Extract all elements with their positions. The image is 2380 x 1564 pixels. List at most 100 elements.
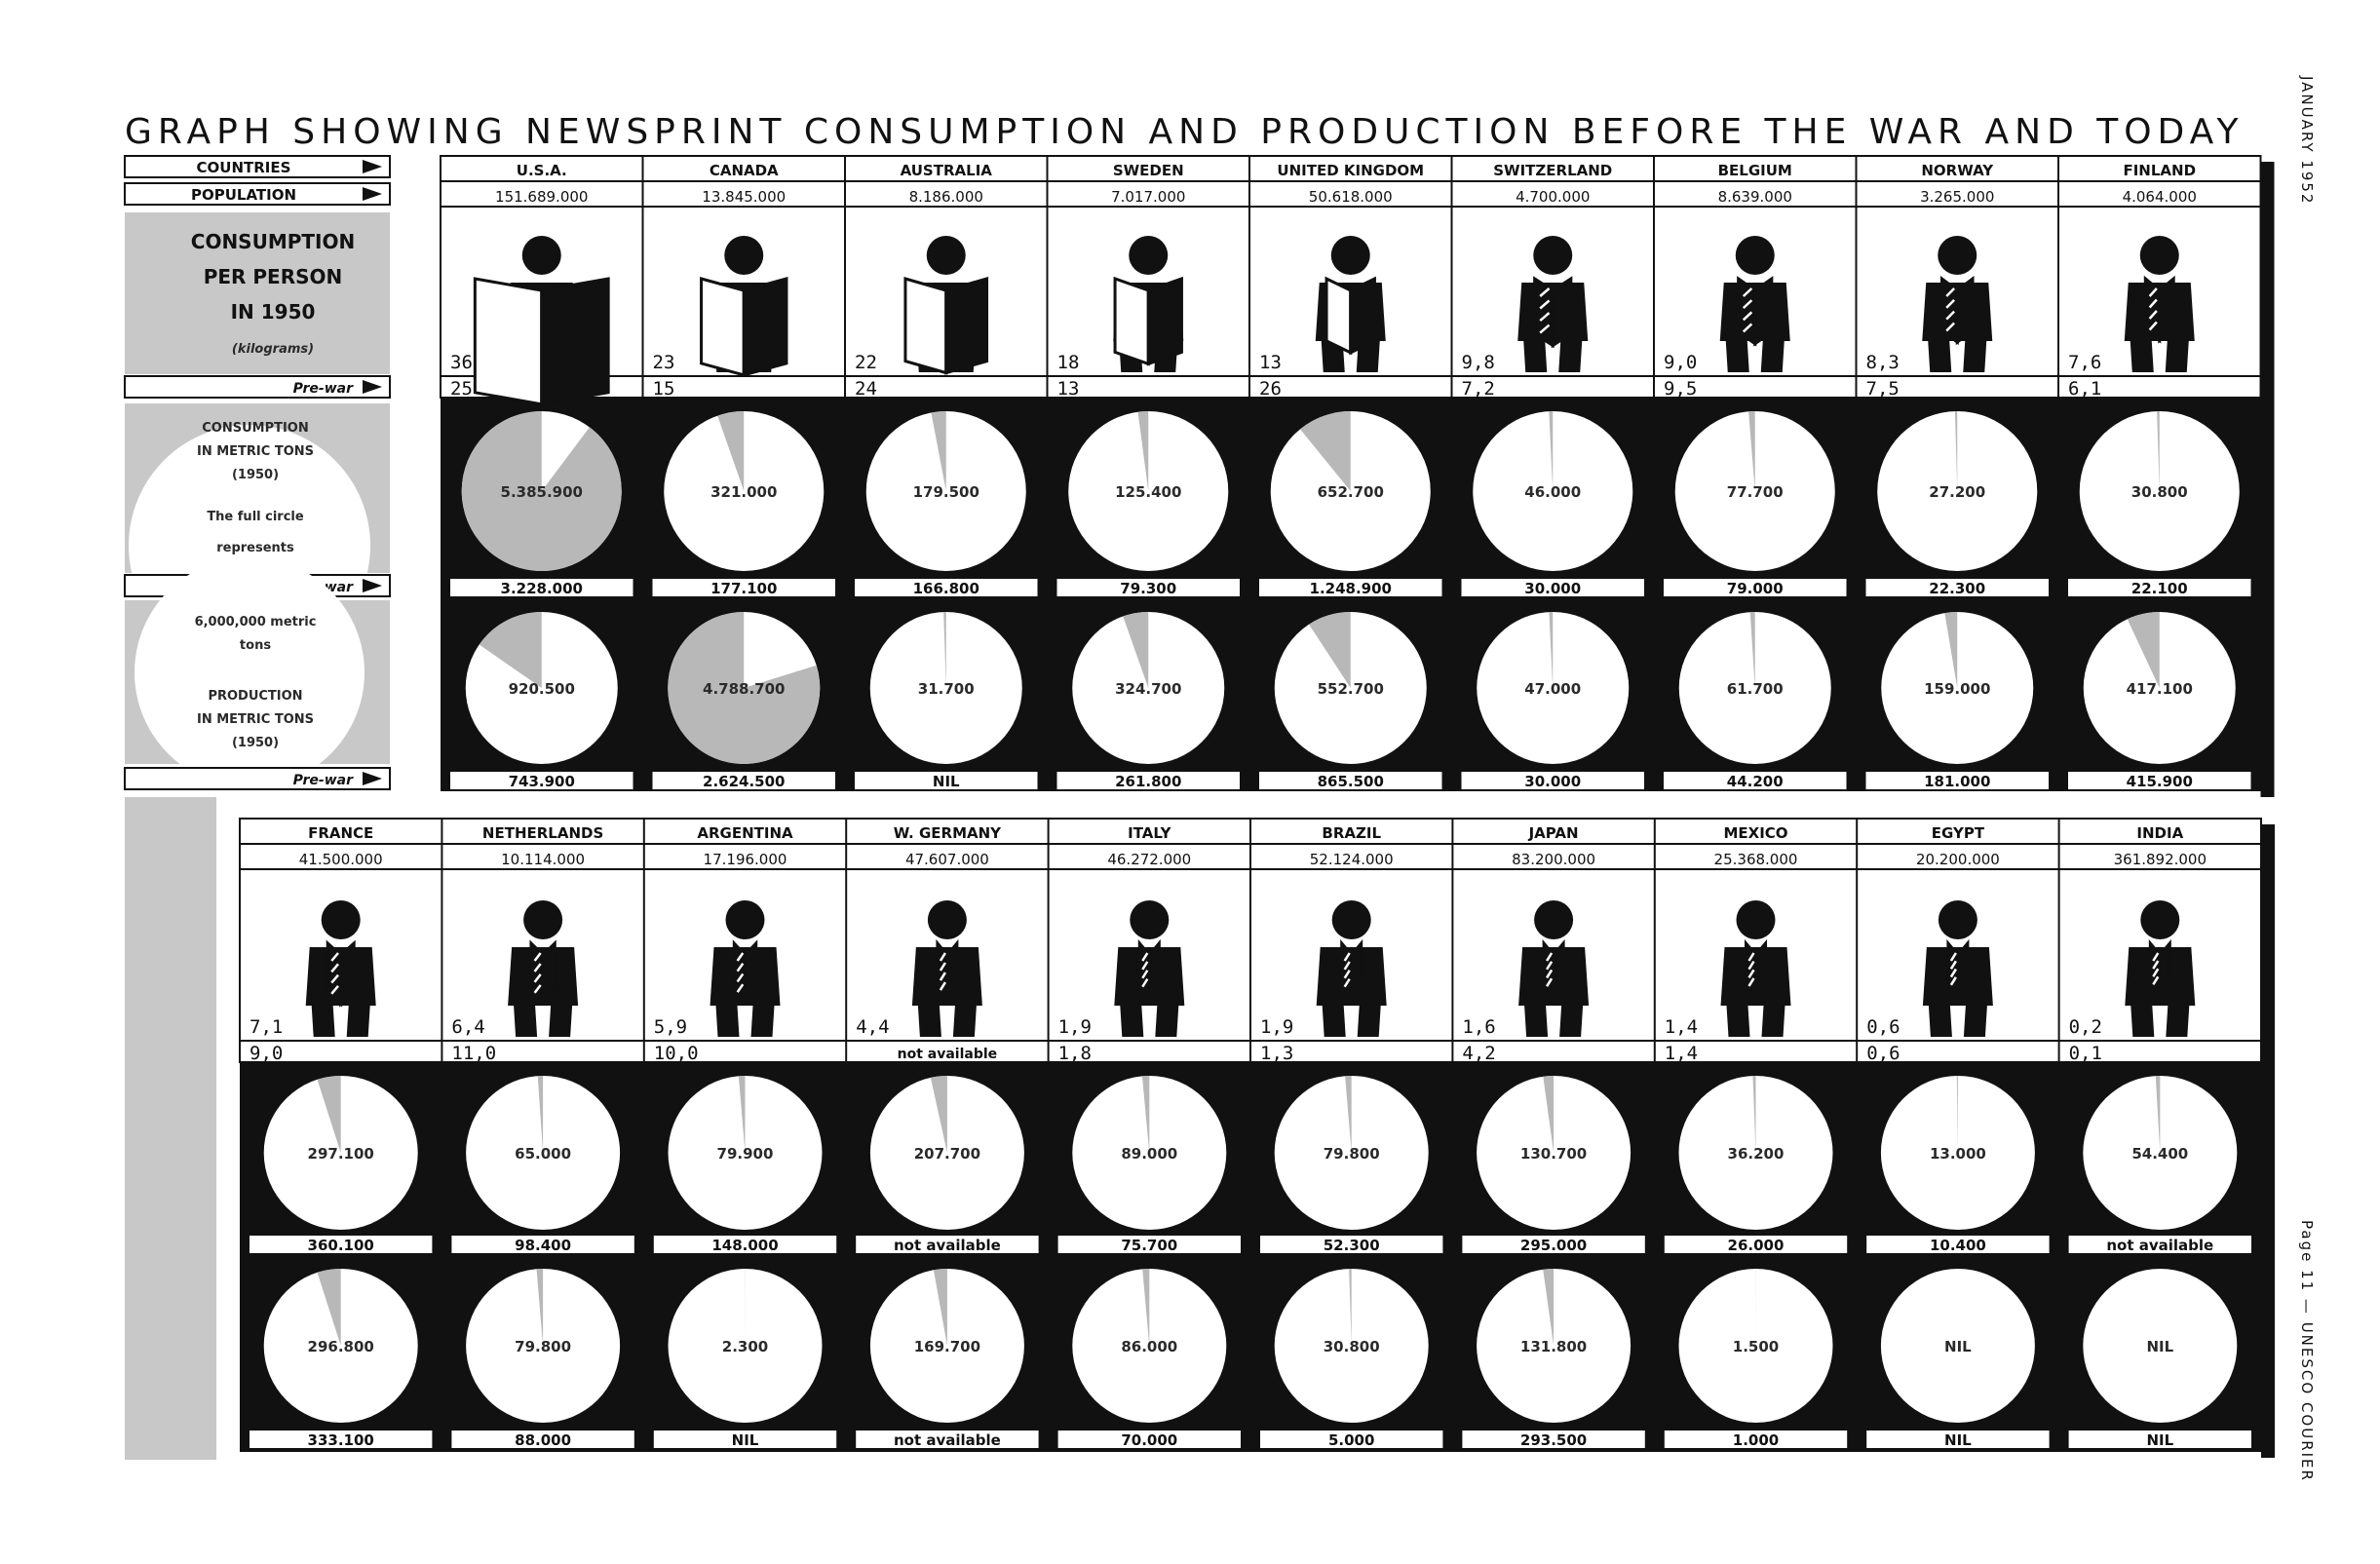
country-name: BELGIUM [1718, 162, 1792, 179]
production-pie-label: 4.788.700 [703, 680, 785, 698]
prewar-strip [1461, 772, 1644, 789]
newspaper-right-page-icon [1551, 276, 1573, 349]
consumption-pie-wedge [461, 411, 622, 571]
prewar-strip [856, 1430, 1039, 1448]
country-population: 83.200.000 [1512, 851, 1595, 868]
newspaper-stripe-icon [1742, 287, 1753, 297]
country-name: AUSTRALIA [901, 162, 993, 179]
prewar-strip [1056, 579, 1240, 596]
kg-prewar: 25 [450, 378, 473, 400]
production-prewar: 865.500 [1318, 773, 1384, 790]
legend-full-circle-3: 6,000,000 metric [195, 615, 317, 629]
kg-prewar: 26 [1259, 378, 1282, 400]
kg-prewar: 1,8 [1058, 1043, 1092, 1064]
prewar-strip [1259, 579, 1442, 596]
country-population: 17.196.000 [704, 851, 787, 868]
newspaper-stripe-icon [1539, 324, 1551, 334]
prewar-strip [1865, 579, 2049, 596]
country-name: MEXICO [1723, 824, 1787, 842]
consumption-prewar: 3.228.000 [501, 580, 583, 597]
reader-head-icon [1330, 236, 1370, 275]
newspaper-stripe-icon [736, 983, 745, 993]
prewar-strip [1057, 1236, 1241, 1253]
kg-1950: 7,6 [2068, 352, 2101, 373]
newspaper-stripe-icon [1747, 969, 1755, 978]
newspaper-right-page-icon [540, 277, 610, 406]
consumption-pie-circle [1880, 1076, 2035, 1230]
consumption-pie-label: 46.000 [1524, 483, 1581, 501]
reader-head-icon [725, 900, 765, 939]
consumption-pie-label: 65.000 [515, 1145, 571, 1163]
newspaper-stripe-icon [1945, 322, 1955, 332]
prewar-strip [1866, 1236, 2050, 1253]
consumption-prewar: 79.300 [1120, 580, 1176, 597]
newspaper-stripe-icon [1141, 970, 1149, 979]
reader-head-icon [926, 236, 966, 275]
kg-1950: 18 [1057, 352, 1080, 373]
prewar-strip [653, 1236, 837, 1253]
legend-ct-1: CONSUMPTION [202, 421, 309, 436]
newspaper-left-page-icon [473, 277, 544, 406]
consumption-pie-wedge [1137, 411, 1149, 491]
consumption-prewar: 177.100 [710, 580, 777, 597]
consumption-prewar: 75.700 [1121, 1237, 1177, 1254]
country-name: JAPAN [1528, 824, 1579, 842]
prewar-strip [1056, 772, 1240, 789]
legend-cpp-2: PER PERSON [204, 265, 343, 288]
prewar-strip [2068, 772, 2251, 789]
prewar-strip [1461, 579, 1644, 596]
prewar-strip [250, 1236, 433, 1253]
reader-head-icon [1129, 236, 1169, 275]
prewar-strip [1865, 772, 2049, 789]
reader-legs-icon [1524, 1006, 1584, 1037]
consumption-pie-wedge [2155, 1076, 2161, 1153]
prewar-strip [250, 1430, 433, 1448]
newspaper-right-page-icon [339, 939, 356, 1008]
consumption-pie-wedge [738, 1076, 746, 1153]
consumption-prewar: 1.248.900 [1310, 580, 1392, 597]
kg-1950: 0,6 [1866, 1016, 1900, 1038]
prewar-strip [1260, 1236, 1443, 1253]
newspaper-left-page-icon [1533, 276, 1555, 349]
prewar-strip [450, 579, 633, 596]
newspaper-stripe-icon [939, 962, 946, 972]
reader-legs-icon [1120, 1006, 1179, 1037]
prewar-strip [856, 1236, 1039, 1253]
reader-head-icon [724, 236, 764, 275]
production-prewar: 88.000 [515, 1431, 571, 1449]
kg-prewar: 9,5 [1664, 378, 1697, 400]
production-prewar: 181.000 [1924, 773, 1990, 790]
production-prewar: NIL [2146, 1431, 2173, 1449]
production-prewar: 5.000 [1328, 1431, 1374, 1449]
newspaper-stripe-icon [1141, 952, 1149, 962]
consumption-pie-wedge [1954, 411, 1958, 491]
prewar-strip [451, 1236, 634, 1253]
newspaper-stripe-icon [1949, 976, 1957, 986]
production-pie-label: 79.800 [515, 1338, 571, 1355]
newspaper-right-page-icon [541, 939, 557, 1007]
production-pie-label: 47.000 [1524, 680, 1581, 698]
newspaper-stripe-icon [1742, 311, 1753, 322]
production-prewar: 30.000 [1524, 773, 1581, 790]
kg-prewar: 7,5 [1866, 378, 1900, 400]
prewar-strip [1664, 1430, 1848, 1448]
prewar-box [124, 767, 391, 790]
arrow-icon [363, 380, 382, 394]
production-pie-wedge [1543, 1269, 1555, 1346]
production-prewar: not available [894, 1431, 1001, 1449]
country-population: 8.186.000 [909, 188, 983, 206]
arrow-icon [363, 160, 382, 173]
newspaper-stripe-icon [1945, 287, 1955, 297]
consumption-prewar: 26.000 [1728, 1237, 1785, 1254]
production-pie-label: 296.800 [308, 1338, 374, 1355]
consumption-pie-label: 5.385.900 [501, 483, 583, 501]
consumption-pie-label: 130.700 [1520, 1145, 1587, 1163]
newspaper-left-page-icon [326, 939, 343, 1008]
kg-1950: 8,3 [1866, 352, 1900, 373]
prewar-strip [653, 1430, 837, 1448]
newspaper-stripe-icon [330, 952, 339, 962]
newspaper-stripe-icon [1546, 961, 1554, 971]
reader-head-icon [1938, 236, 1977, 275]
prewar-strip [1664, 772, 1847, 789]
